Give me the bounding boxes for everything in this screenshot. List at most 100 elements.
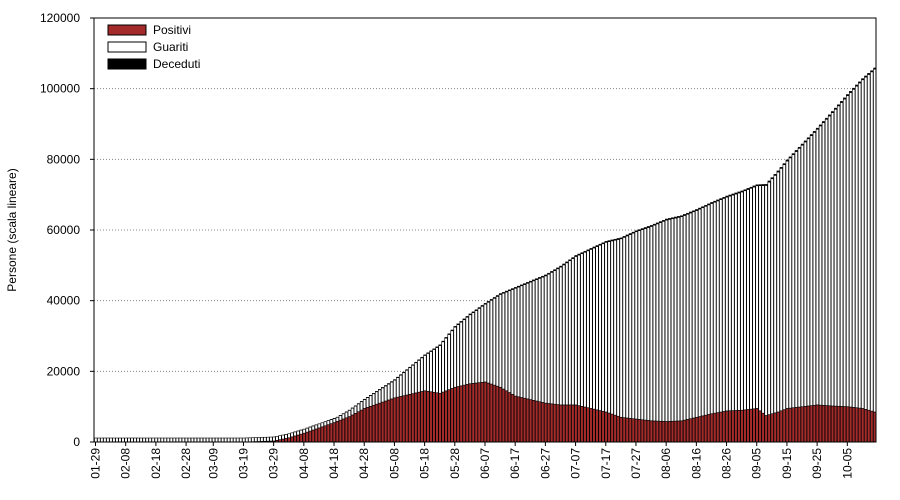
bar-guariti xyxy=(839,102,844,407)
bar-deceduti xyxy=(504,290,508,293)
bar-positivi xyxy=(758,410,762,443)
bar-positivi xyxy=(864,409,868,443)
bar-guariti xyxy=(130,437,134,443)
bar-deceduti xyxy=(640,228,644,230)
x-tick-label: 07-27 xyxy=(629,448,643,479)
bar-guariti xyxy=(535,279,539,402)
bar-guariti xyxy=(193,437,198,443)
bar-positivi xyxy=(821,405,826,443)
bar-positivi xyxy=(414,392,418,443)
bar-guariti xyxy=(725,196,729,412)
bar-guariti xyxy=(411,365,415,394)
bar-guariti xyxy=(465,316,469,385)
bar-positivi xyxy=(827,405,832,443)
bar-deceduti xyxy=(447,333,451,335)
bar-guariti xyxy=(214,437,219,443)
bar-deceduti xyxy=(683,214,687,216)
bar-guariti xyxy=(737,192,741,411)
bar-positivi xyxy=(326,424,330,443)
bar-guariti xyxy=(112,437,116,443)
legend-label-deceduti: Deceduti xyxy=(153,57,200,71)
bar-guariti xyxy=(480,306,484,383)
bar-deceduti xyxy=(553,269,557,271)
bar-deceduti xyxy=(580,252,584,254)
bar-guariti xyxy=(374,391,379,405)
bar-guariti xyxy=(100,437,104,443)
bar-deceduti xyxy=(864,75,868,78)
bars xyxy=(94,67,877,443)
bar-guariti xyxy=(474,310,478,384)
bar-positivi xyxy=(453,386,457,443)
bar-positivi xyxy=(580,406,584,443)
bar-positivi xyxy=(634,418,638,443)
bar-guariti xyxy=(365,397,370,408)
bar-deceduti xyxy=(852,87,856,90)
bar-guariti xyxy=(755,185,759,409)
bar-guariti xyxy=(163,437,167,443)
bar-deceduti xyxy=(399,374,403,376)
x-tick-label: 06-27 xyxy=(538,448,552,479)
bar-deceduti xyxy=(378,389,382,391)
bar-positivi xyxy=(489,383,493,443)
bar-guariti xyxy=(338,415,342,421)
bar-deceduti xyxy=(661,220,665,222)
bar-guariti xyxy=(103,437,107,443)
bar-deceduti xyxy=(586,249,590,251)
bar-positivi xyxy=(519,397,524,443)
bar-guariti xyxy=(248,437,252,443)
bar-positivi xyxy=(483,381,487,443)
bar-deceduti xyxy=(837,104,841,107)
bar-deceduti xyxy=(601,242,605,244)
bar-guariti xyxy=(414,362,418,394)
bar-deceduti xyxy=(411,364,415,366)
bar-guariti xyxy=(426,353,430,392)
bar-positivi xyxy=(329,423,333,443)
y-axis-ticks: 0 20000 40000 60000 80000 100000 120000 xyxy=(40,11,94,449)
bar-guariti xyxy=(353,405,358,414)
bar-guariti xyxy=(477,308,481,383)
bar-deceduti xyxy=(646,226,650,228)
bar-positivi xyxy=(528,399,533,443)
bar-guariti xyxy=(812,132,817,406)
bar-guariti xyxy=(362,399,367,409)
bar-guariti xyxy=(553,270,557,405)
bar-positivi xyxy=(770,413,774,443)
x-tick-label: 06-07 xyxy=(478,448,492,479)
x-tick-label: 09-05 xyxy=(750,448,764,479)
bar-guariti xyxy=(233,437,237,443)
bar-deceduti xyxy=(870,70,874,73)
bar-positivi xyxy=(797,406,801,443)
x-axis-ticks: 01-29 02-08 02-18 02-28 03-09 03-19 03-29 04-08… xyxy=(89,442,854,479)
bar-guariti xyxy=(852,89,856,408)
bar-guariti xyxy=(830,112,835,407)
bar-guariti xyxy=(643,228,647,421)
bar-positivi xyxy=(818,404,823,443)
bar-guariti xyxy=(278,435,282,440)
bar-deceduti xyxy=(686,212,690,215)
bar-deceduti xyxy=(631,231,635,234)
bar-deceduti xyxy=(815,127,819,130)
bar-guariti xyxy=(462,319,466,386)
bar-positivi xyxy=(679,420,684,443)
bar-guariti xyxy=(501,292,506,390)
bar-positivi xyxy=(486,382,490,443)
x-tick-label: 02-08 xyxy=(119,448,133,479)
bar-guariti xyxy=(791,154,795,409)
bar-positivi xyxy=(870,410,874,443)
bar-positivi xyxy=(716,412,720,443)
bar-guariti xyxy=(746,189,750,410)
bar-guariti xyxy=(682,215,687,421)
bar-guariti xyxy=(272,436,276,442)
bar-positivi xyxy=(761,412,765,443)
bar-positivi xyxy=(368,406,373,443)
bar-positivi xyxy=(767,414,771,443)
bar-guariti xyxy=(202,437,207,443)
bar-guariti xyxy=(824,119,829,406)
bar-guariti xyxy=(489,300,493,385)
x-tick-label: 07-07 xyxy=(569,448,583,479)
bar-guariti xyxy=(836,105,841,407)
bar-positivi xyxy=(749,408,753,443)
bar-positivi xyxy=(833,405,838,443)
bar-deceduti xyxy=(776,170,780,173)
bar-guariti xyxy=(118,437,122,443)
